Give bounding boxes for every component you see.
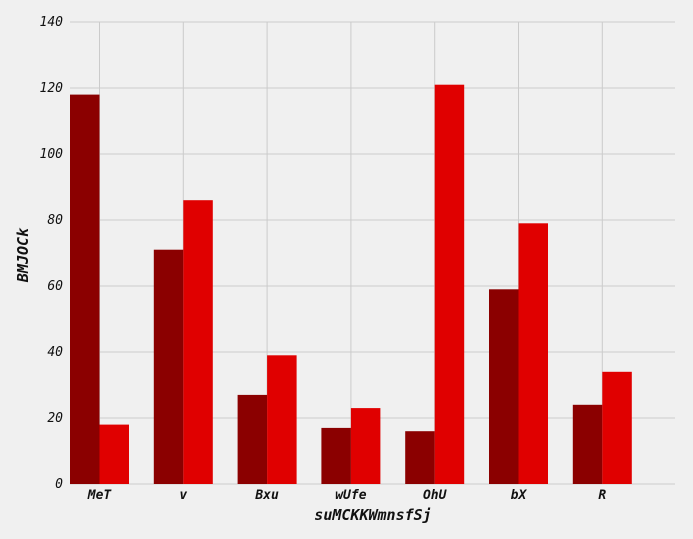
x-tick-label: wUfe (335, 488, 366, 503)
bar-series-1-wUfe (321, 427, 351, 484)
x-tick-label: MeT (87, 488, 113, 503)
bar-series-2-wUfe (350, 408, 381, 484)
y-tick-label: 20 (47, 411, 63, 426)
y-axis-ticks: 0 20 40 60 80 100 120 140 (40, 15, 64, 492)
bar-series-1-v (153, 249, 184, 484)
x-axis-ticks: MeT v Bxu wUfe OhU bX R (87, 488, 607, 503)
x-tick-label: R (598, 488, 606, 503)
bar-series-2-R (602, 371, 632, 484)
bar-series-2-MeT (99, 424, 129, 484)
y-tick-label: 40 (47, 345, 63, 360)
bars (70, 84, 632, 485)
x-tick-label: Bxu (254, 488, 279, 503)
bar-series-1-MeT (70, 94, 100, 484)
y-tick-label: 80 (47, 213, 63, 228)
bar-series-1-OhU (405, 431, 435, 484)
bar-series-2-OhU (434, 84, 465, 484)
y-tick-label: 100 (40, 147, 64, 162)
x-tick-label: v (179, 488, 187, 503)
y-tick-label: 0 (55, 477, 63, 492)
bar-series-2-Bxu (267, 355, 297, 484)
bar-series-1-bX (489, 289, 519, 484)
y-tick-label: 60 (47, 279, 63, 294)
bar-series-2-v (183, 200, 213, 484)
bar-series-2-bX (518, 223, 548, 485)
y-tick-label: 120 (40, 81, 64, 96)
x-tick-label: OhU (423, 488, 448, 503)
x-tick-label: bX (511, 488, 528, 503)
y-axis-label: BMJOCk (14, 227, 32, 283)
bar-series-1-R (572, 404, 603, 484)
x-axis-label: suMCKKWmnsfSj (314, 506, 431, 524)
y-tick-label: 140 (40, 15, 64, 30)
bar-series-1-Bxu (237, 394, 268, 484)
